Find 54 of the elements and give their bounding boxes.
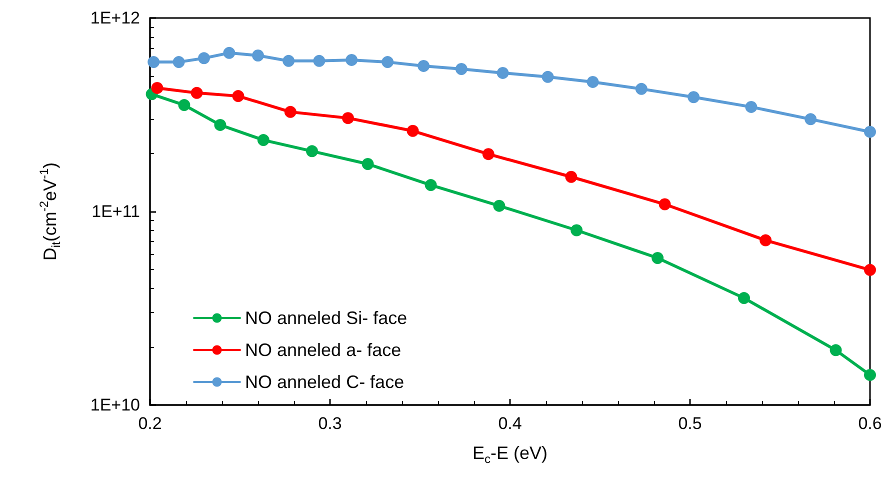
point	[282, 54, 295, 67]
point	[190, 86, 203, 99]
point	[864, 264, 876, 276]
y-tick-label: 1E+12	[90, 8, 140, 28]
legend-label: NO anneled Si- face	[245, 308, 408, 328]
legend-label: NO anneled a- face	[245, 340, 402, 360]
point	[346, 54, 358, 66]
point	[830, 344, 842, 356]
point	[635, 82, 648, 95]
point	[313, 54, 326, 67]
point	[482, 148, 494, 160]
point	[198, 52, 210, 64]
point	[745, 100, 758, 113]
point	[362, 158, 374, 170]
point	[493, 200, 506, 212]
x-tick-label: 0.4	[498, 414, 522, 433]
point	[257, 134, 270, 146]
point	[178, 99, 190, 112]
point	[804, 113, 817, 126]
point	[284, 106, 296, 118]
x-tick-label: 0.2	[138, 414, 162, 433]
point	[652, 252, 664, 264]
x-tick-label: 0.6	[858, 414, 882, 433]
point	[688, 91, 700, 104]
point	[565, 170, 578, 183]
x-tick-label: 0.3	[318, 414, 342, 433]
point	[252, 50, 264, 62]
point	[148, 56, 160, 68]
point	[864, 126, 876, 138]
point	[424, 179, 437, 192]
y-axis-title: Dit(cm-2eV-1)	[37, 162, 63, 261]
point	[586, 76, 599, 88]
point	[214, 118, 226, 131]
point	[496, 66, 509, 79]
point	[151, 82, 164, 94]
y-tick-label: 1E+10	[90, 396, 140, 414]
point	[864, 368, 876, 381]
legend-label: NO anneled C- face	[245, 372, 404, 392]
x-tick-label: 0.5	[678, 414, 702, 433]
point	[738, 292, 750, 304]
point	[570, 224, 583, 236]
point	[455, 63, 468, 76]
point	[658, 198, 671, 210]
point	[172, 56, 185, 68]
point	[760, 234, 772, 246]
point	[418, 60, 430, 72]
y-tick-label: 1E+11	[92, 202, 140, 221]
point	[382, 56, 394, 68]
point	[542, 70, 554, 83]
point	[306, 145, 318, 158]
point	[232, 90, 244, 102]
point	[406, 124, 419, 137]
point	[342, 112, 354, 124]
point	[223, 46, 236, 59]
